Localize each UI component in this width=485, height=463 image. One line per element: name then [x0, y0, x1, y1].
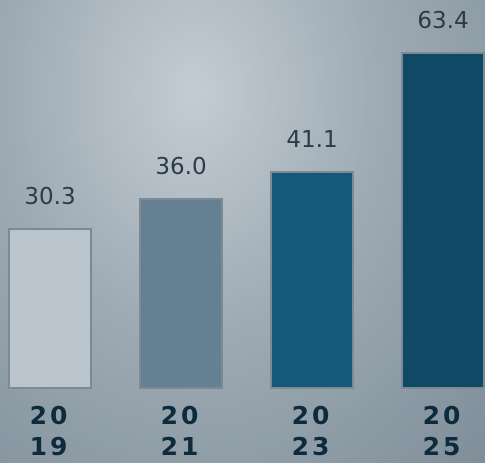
x-tick-label: 2023 [291, 401, 333, 461]
value-label: 63.4 [417, 8, 469, 34]
x-tick-label: 2025 [422, 401, 464, 461]
bar [401, 52, 485, 389]
value-label: 36.0 [155, 153, 207, 180]
bar [270, 170, 354, 389]
bar [139, 197, 223, 389]
x-tick-label: 2021 [160, 401, 202, 461]
x-tick-label: 2019 [29, 401, 71, 461]
bar [8, 227, 92, 389]
value-label: 30.3 [24, 183, 76, 210]
value-label: 41.1 [286, 126, 338, 153]
